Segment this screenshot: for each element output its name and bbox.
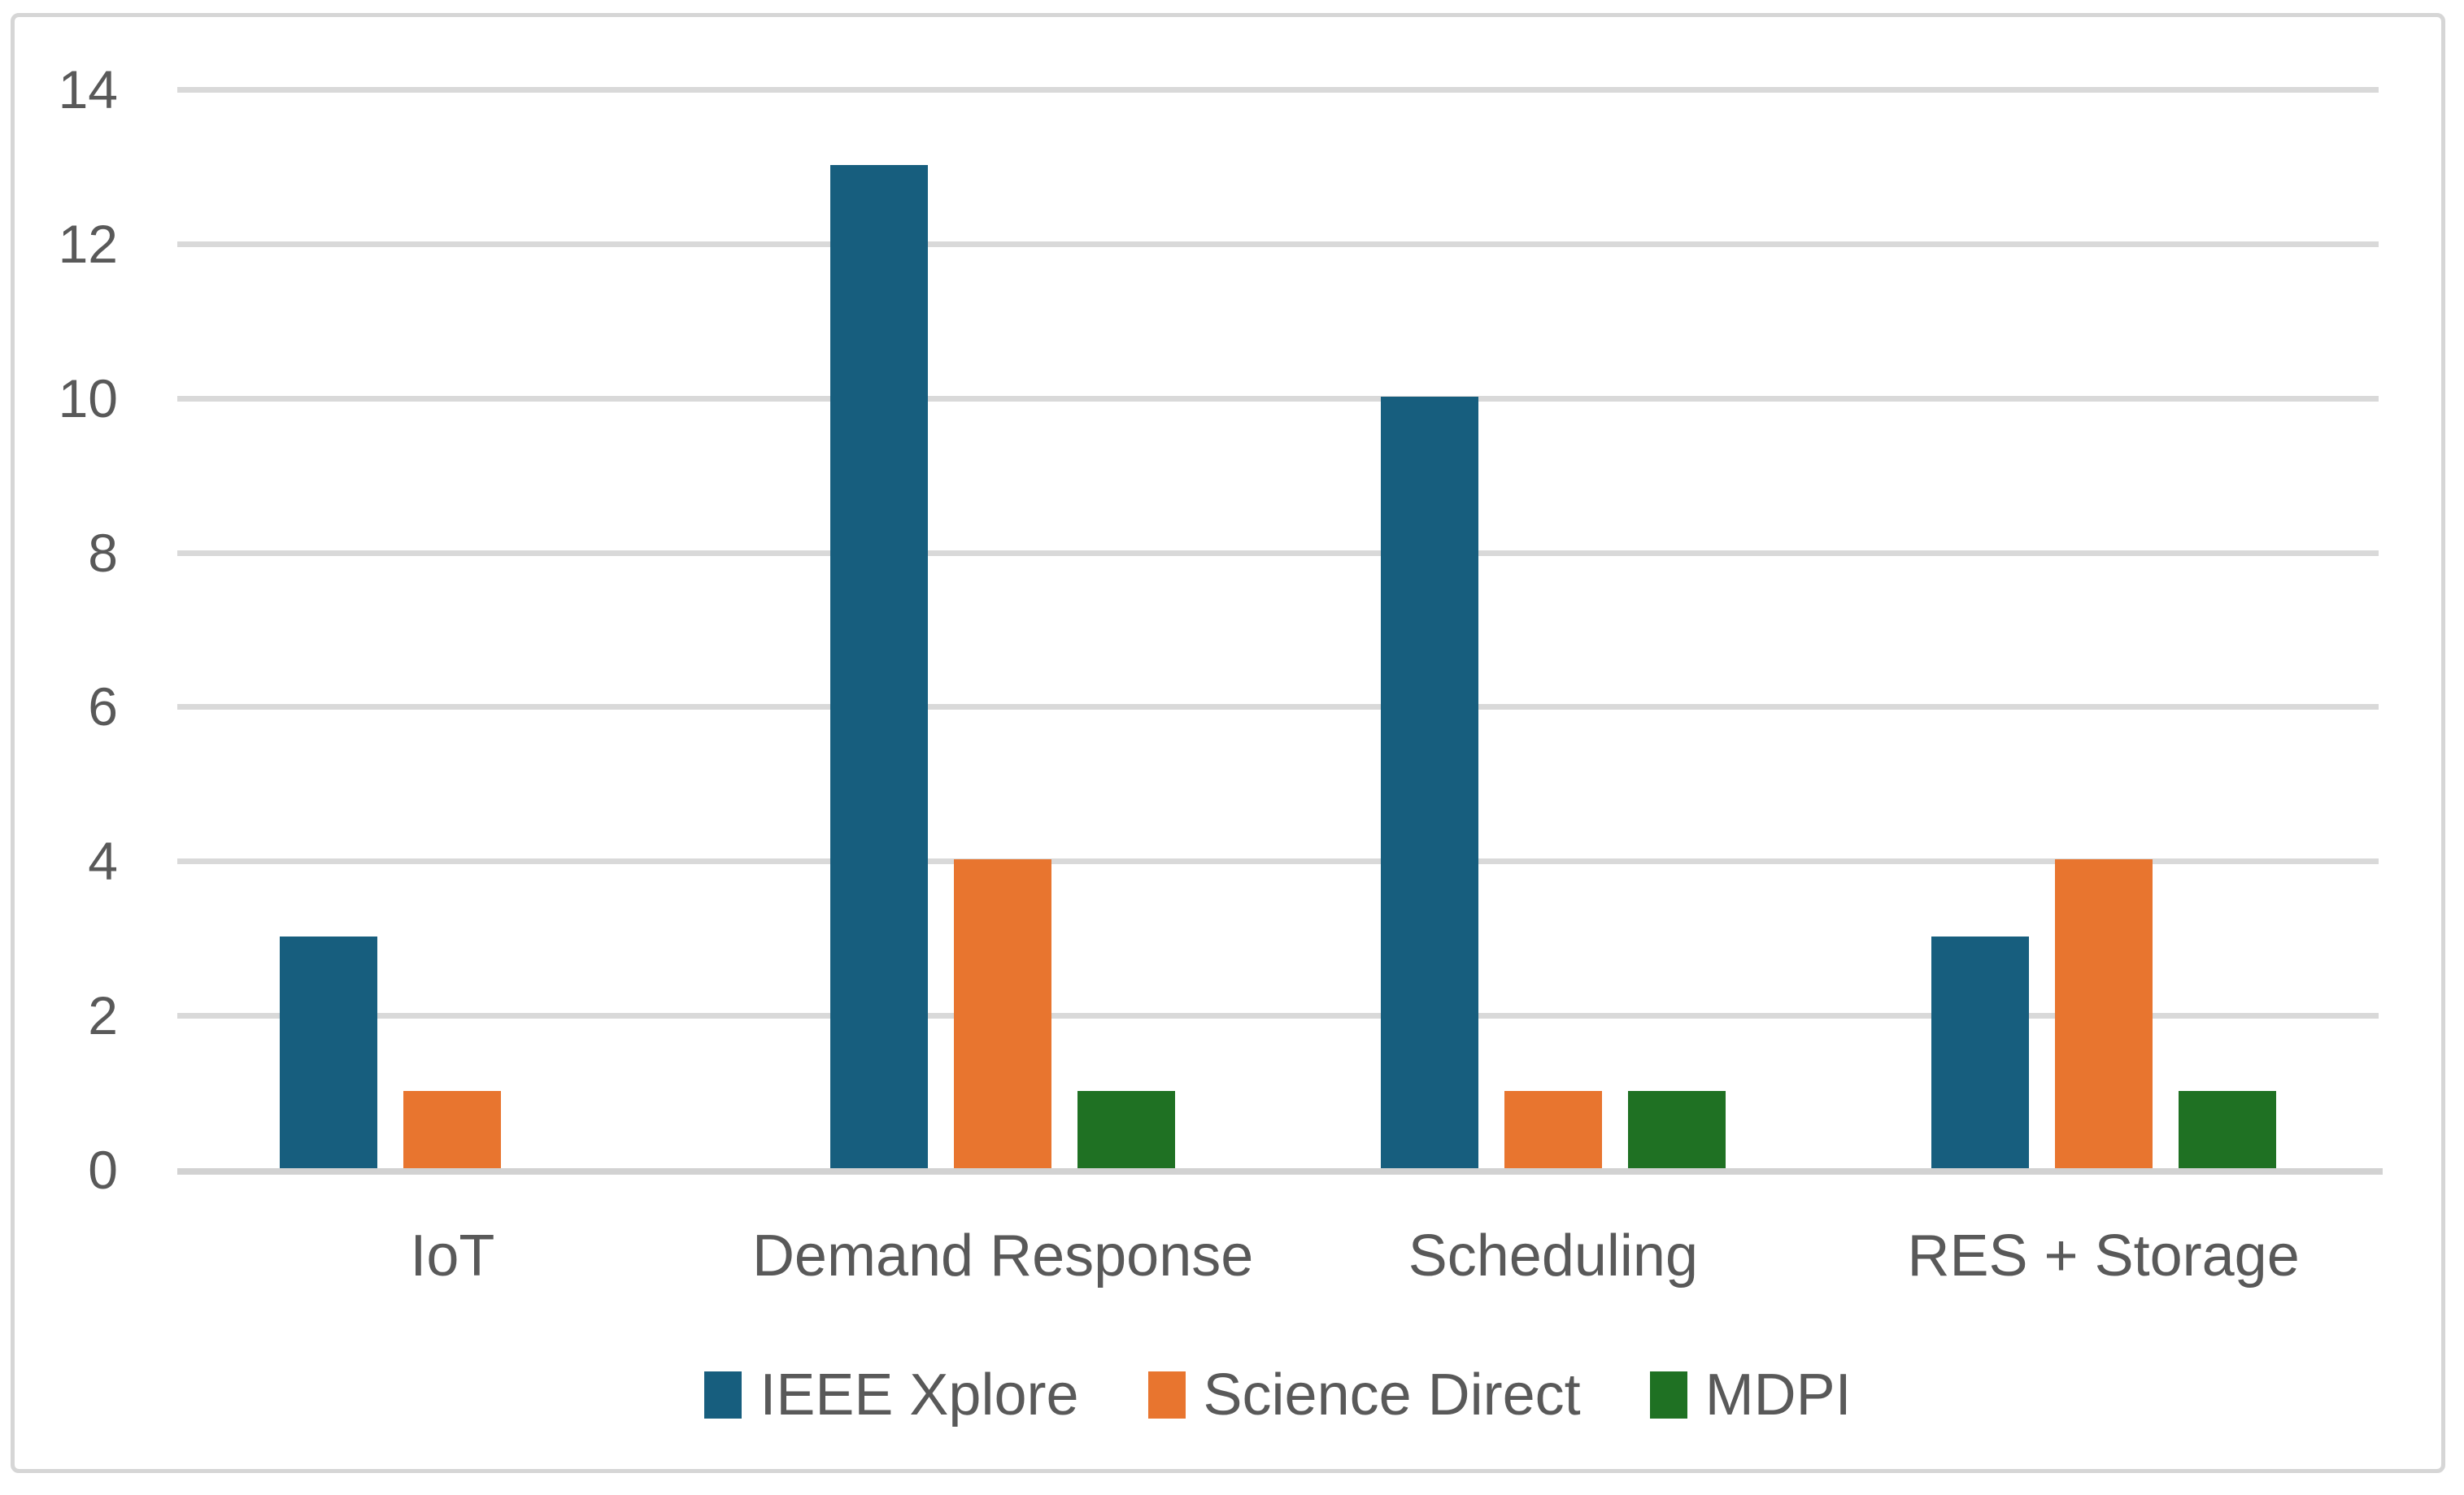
legend-item-science-direct: Science Direct [1147,1358,1581,1432]
legend-swatch-icon [1147,1371,1186,1419]
legend-item-mdpi: MDPI [1649,1358,1852,1432]
legend-swatch-icon [704,1371,742,1419]
legend-swatch-icon [1649,1371,1687,1419]
legend-label: IEEE Xplore [760,1362,1079,1428]
chart-frame [11,13,2445,1473]
legend-item-ieee-xplore: IEEE Xplore [704,1358,1079,1432]
legend: IEEE Xplore Science Direct MDPI [177,1348,2379,1442]
legend-label: Science Direct [1203,1362,1581,1428]
legend-label: MDPI [1704,1362,1852,1428]
